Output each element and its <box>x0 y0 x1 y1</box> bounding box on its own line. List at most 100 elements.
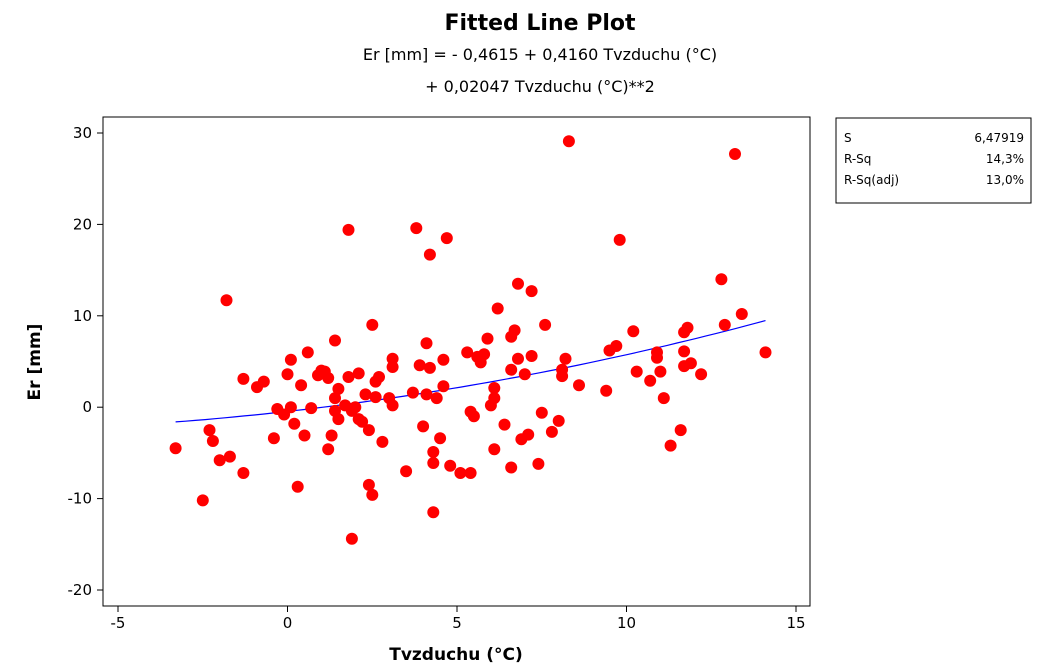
stat-label: R-Sq(adj) <box>844 173 899 187</box>
x-tick-label: 15 <box>786 614 805 632</box>
data-point <box>718 318 731 331</box>
data-point <box>498 418 511 431</box>
data-point <box>525 285 538 298</box>
data-point <box>735 308 748 320</box>
data-point <box>644 374 657 387</box>
data-point <box>281 368 294 381</box>
y-axis: -20 -10 0 10 20 30 <box>68 124 103 599</box>
data-point <box>203 424 216 437</box>
plot-area-frame <box>102 116 811 607</box>
data-point <box>206 435 219 447</box>
data-point <box>488 443 501 456</box>
data-point <box>630 365 643 378</box>
data-point <box>488 382 501 394</box>
data-point <box>291 480 304 493</box>
data-point <box>322 443 335 456</box>
stat-value: 14,3% <box>986 152 1024 166</box>
data-point <box>573 379 585 392</box>
data-point <box>434 432 447 445</box>
x-tick-label: 5 <box>452 614 462 632</box>
data-point <box>322 372 335 384</box>
data-point <box>610 340 623 352</box>
data-point <box>332 382 345 395</box>
data-point <box>386 361 399 373</box>
data-point <box>664 439 677 452</box>
data-point <box>454 467 467 479</box>
data-point <box>288 417 301 430</box>
data-point <box>220 294 233 307</box>
data-point <box>196 494 209 507</box>
stat-value: 6,47919 <box>974 131 1024 145</box>
data-point <box>410 222 423 235</box>
data-point <box>295 379 308 392</box>
data-point <box>352 367 365 380</box>
x-axis: -5 0 5 10 15 <box>111 606 806 632</box>
data-point <box>681 321 694 334</box>
data-point <box>417 420 430 433</box>
data-point <box>356 415 369 428</box>
data-point <box>349 401 362 414</box>
data-point <box>444 459 457 472</box>
data-point <box>284 353 297 366</box>
data-point <box>213 454 226 467</box>
data-point <box>491 302 504 315</box>
data-point <box>556 363 569 376</box>
x-tick-label: -5 <box>111 614 126 632</box>
data-point <box>627 325 640 338</box>
data-point <box>613 233 626 246</box>
data-point <box>423 248 436 261</box>
data-point <box>423 361 436 374</box>
data-point <box>329 334 341 347</box>
stats-box: S 6,47919 R-Sq 14,3% R-Sq(adj) 13,0% <box>835 117 1032 204</box>
chart-equation-line-1: Er [mm] = - 0,4615 + 0,4160 Tvzduchu (°C… <box>363 45 717 64</box>
data-point <box>332 413 345 426</box>
data-points <box>169 135 772 545</box>
x-tick-label: 0 <box>283 614 293 632</box>
data-point <box>284 401 297 414</box>
data-point <box>508 324 521 337</box>
data-point <box>169 442 182 455</box>
stat-label: R-Sq <box>844 152 871 166</box>
data-point <box>298 429 311 442</box>
stat-value: 13,0% <box>986 173 1024 187</box>
data-point <box>369 391 382 404</box>
y-tick-label: 10 <box>73 307 92 325</box>
data-point <box>420 337 433 350</box>
chart-equation-line-2: + 0,02047 Tvzduchu (°C)**2 <box>425 77 655 96</box>
data-point <box>545 425 558 438</box>
data-point <box>684 357 697 370</box>
data-point <box>522 428 535 441</box>
y-tick-label: 30 <box>73 124 92 142</box>
data-point <box>373 371 385 383</box>
y-tick-label: 20 <box>73 215 92 233</box>
chart-title: Fitted Line Plot <box>444 11 636 36</box>
data-point <box>695 368 708 381</box>
data-point <box>420 388 433 401</box>
data-point <box>759 346 772 359</box>
data-point <box>539 318 552 331</box>
data-point <box>512 352 524 365</box>
data-point <box>559 352 572 365</box>
data-point <box>654 365 667 378</box>
data-point <box>427 506 440 519</box>
data-point <box>464 467 477 479</box>
data-point <box>345 532 358 545</box>
data-point <box>223 450 236 463</box>
data-point <box>562 135 575 148</box>
data-point <box>488 392 501 405</box>
data-point <box>301 346 314 359</box>
data-point <box>467 410 480 423</box>
data-point <box>359 388 372 401</box>
data-point <box>362 424 375 437</box>
y-axis-label: Er [mm] <box>25 324 45 401</box>
x-tick-label: 10 <box>617 614 636 632</box>
data-point <box>729 148 741 160</box>
data-point <box>257 375 270 388</box>
data-point <box>376 435 389 448</box>
data-point <box>329 392 341 405</box>
data-point <box>413 359 426 372</box>
data-point <box>400 465 413 478</box>
data-point <box>525 350 538 362</box>
data-point <box>267 432 280 445</box>
